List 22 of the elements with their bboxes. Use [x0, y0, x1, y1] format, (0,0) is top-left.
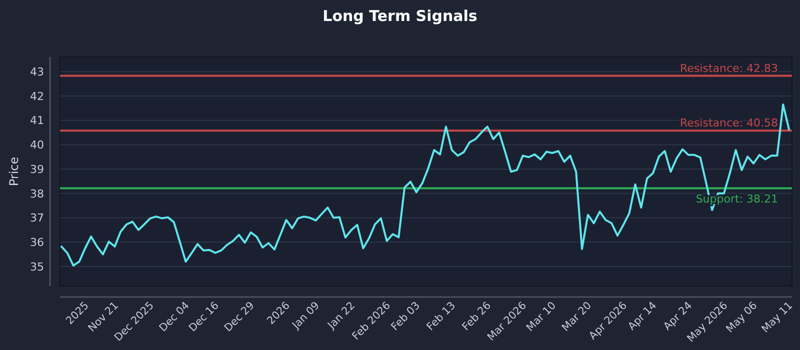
y-tick-label: 40	[30, 138, 44, 152]
y-tick-label: 39	[30, 162, 44, 176]
chart-title: Long Term Signals	[322, 7, 478, 25]
x-tick-label: Jan 22	[324, 300, 358, 332]
line-series	[60, 104, 790, 267]
x-tick-label: Mar 10	[524, 300, 559, 334]
y-tick-label: 36	[30, 236, 44, 249]
x-tick-label: Dec 29	[222, 300, 257, 334]
ref-line-label: Resistance: 42.83	[680, 62, 778, 75]
y-tick-label: 35	[30, 260, 44, 274]
x-tick-label: Apr 24	[661, 299, 695, 333]
x-tick-label: Apr 14	[626, 299, 660, 333]
y-axis-title: Price	[7, 156, 21, 186]
x-tick-label: Feb 13	[424, 300, 458, 334]
x-tick-label: Jan 09	[290, 300, 322, 332]
y-tick-label: 37	[30, 212, 44, 225]
y-tick-label: 42	[30, 90, 44, 103]
ref-line-label: Resistance: 40.58	[680, 116, 778, 130]
y-tick-label: 38	[30, 187, 44, 200]
y-tick-label: 43	[30, 65, 44, 78]
x-tick-label: Feb 03	[389, 300, 422, 334]
y-tick-label: 41	[30, 114, 44, 128]
